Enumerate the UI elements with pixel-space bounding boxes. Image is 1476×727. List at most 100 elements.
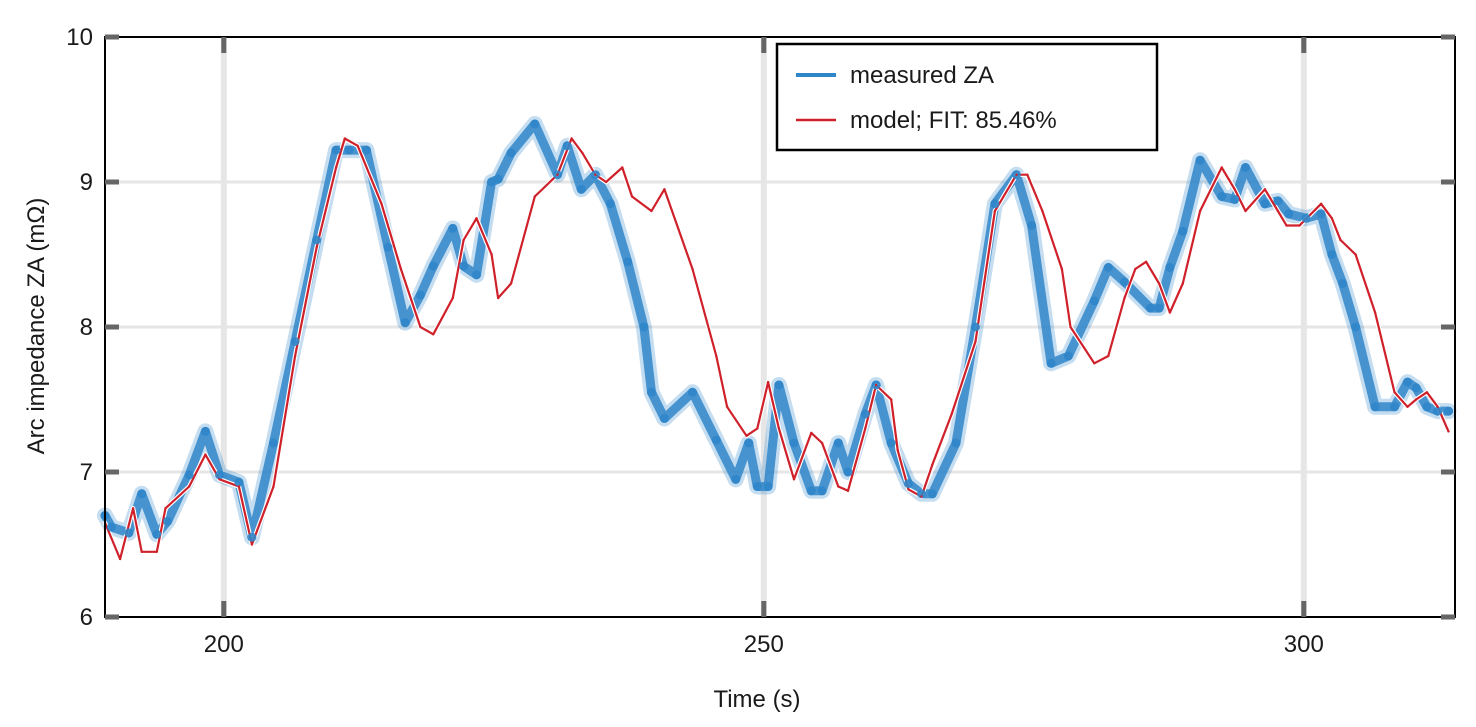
model-point-37 [691, 267, 694, 271]
measured-point-82 [1390, 402, 1399, 412]
model-point-34 [630, 195, 634, 198]
measured-point-35 [647, 387, 656, 397]
measured-point-16 [361, 145, 371, 155]
measured-point-57 [990, 199, 1000, 209]
measured-point-45 [806, 486, 816, 496]
model-point-72 [1198, 209, 1202, 213]
measured-point-46 [817, 486, 827, 496]
model-point-31 [594, 173, 597, 176]
measured-point-74 [1273, 196, 1283, 206]
y-tick-label-6: 6 [80, 604, 93, 631]
legend: measured ZA model; FIT: 85.46% [775, 42, 1159, 152]
model-point-61 [1041, 209, 1044, 213]
measured-point-39 [731, 474, 741, 484]
model-point-80 [1319, 202, 1323, 205]
measured-point-15 [344, 145, 354, 155]
model-point-63 [1069, 325, 1072, 329]
model-point-68 [1144, 260, 1148, 263]
model-point-43 [777, 427, 781, 430]
y-axis-label: Arc impedance ZA (mΩ) [23, 198, 50, 455]
y-tick-label-9: 9 [80, 169, 93, 196]
model-point-82 [1339, 238, 1342, 242]
model-point-77 [1276, 209, 1280, 213]
model-point-54 [920, 495, 923, 498]
model-point-27 [533, 195, 536, 198]
model-point-39 [725, 405, 729, 408]
x-tick-label-200: 200 [204, 631, 244, 658]
model-point-33 [621, 166, 624, 169]
measured-point-53 [917, 489, 926, 499]
y-tick-label-7: 7 [80, 459, 93, 486]
y-tick-label-8: 8 [80, 314, 93, 341]
measured-point-85 [1422, 402, 1432, 412]
series-layer [97, 116, 1457, 562]
measured-point-73 [1260, 199, 1270, 209]
measured-point-40 [744, 438, 754, 448]
model-point-11 [272, 485, 275, 488]
model-point-49 [864, 427, 867, 430]
model-point-4 [155, 550, 158, 553]
model-point-47 [837, 485, 840, 488]
model-point-69 [1157, 282, 1161, 285]
measured-point-47 [833, 438, 843, 448]
model-point-13 [315, 246, 318, 249]
model-point-57 [974, 340, 977, 343]
measured-point-65 [1145, 303, 1155, 313]
measured-point-38 [711, 435, 721, 445]
model-point-19 [419, 325, 422, 329]
model-point-58 [993, 209, 997, 213]
model-point-40 [745, 434, 748, 437]
measured-point-68 [1178, 226, 1188, 236]
model-point-51 [890, 398, 893, 401]
measured-point-83 [1403, 377, 1412, 387]
measured-point-9 [234, 477, 244, 487]
measured-point-49 [860, 409, 870, 419]
measured-point-69 [1195, 155, 1205, 165]
measured-point-70 [1217, 192, 1227, 201]
measured-point-44 [789, 438, 799, 448]
model-point-15 [343, 137, 346, 140]
model-point-24 [490, 253, 493, 256]
measured-point-20 [428, 261, 438, 271]
measured-point-3 [137, 489, 147, 499]
model-point-87 [1414, 398, 1418, 401]
x-axis-label: Time (s) [713, 686, 800, 713]
model-point-22 [462, 238, 465, 242]
measured-point-30 [576, 184, 586, 194]
model-point-5 [164, 507, 167, 510]
x-tick-label-300: 300 [1284, 631, 1324, 658]
measured-point-66 [1154, 303, 1164, 313]
y-tick-label-10: 10 [66, 24, 93, 51]
measured-point-18 [400, 318, 410, 328]
model-point-45 [810, 431, 813, 435]
measured-point-59 [1027, 221, 1037, 230]
measured-point-10 [247, 532, 257, 542]
measured-point-11 [269, 438, 278, 448]
measured-point-4 [152, 529, 162, 539]
model-point-35 [650, 209, 653, 213]
model-point-64 [1093, 362, 1096, 365]
tick-labels: 200 250 300 6 7 8 9 10 [66, 24, 1324, 658]
measured-point-12 [290, 337, 300, 346]
model-point-14 [334, 166, 338, 169]
model-point-17 [380, 202, 383, 205]
tick-marks [105, 34, 1455, 620]
model-point-85 [1393, 391, 1396, 394]
model-point-2 [131, 507, 135, 510]
model-point-86 [1406, 405, 1409, 408]
model-point-76 [1263, 188, 1267, 191]
model-point-25 [496, 296, 500, 300]
model-point-16 [356, 144, 359, 147]
measured-point-43 [774, 380, 784, 390]
model-point-26 [509, 282, 513, 285]
measured-point-19 [415, 290, 425, 300]
model-point-53 [907, 488, 910, 491]
model-point-36 [663, 188, 666, 191]
model-point-55 [931, 463, 934, 466]
measured-point-75 [1284, 209, 1294, 219]
model-point-30 [581, 151, 584, 155]
measured-point-42 [763, 482, 773, 491]
model-point-89 [1436, 405, 1439, 408]
measured-point-33 [623, 257, 633, 267]
measured-point-55 [951, 438, 961, 448]
